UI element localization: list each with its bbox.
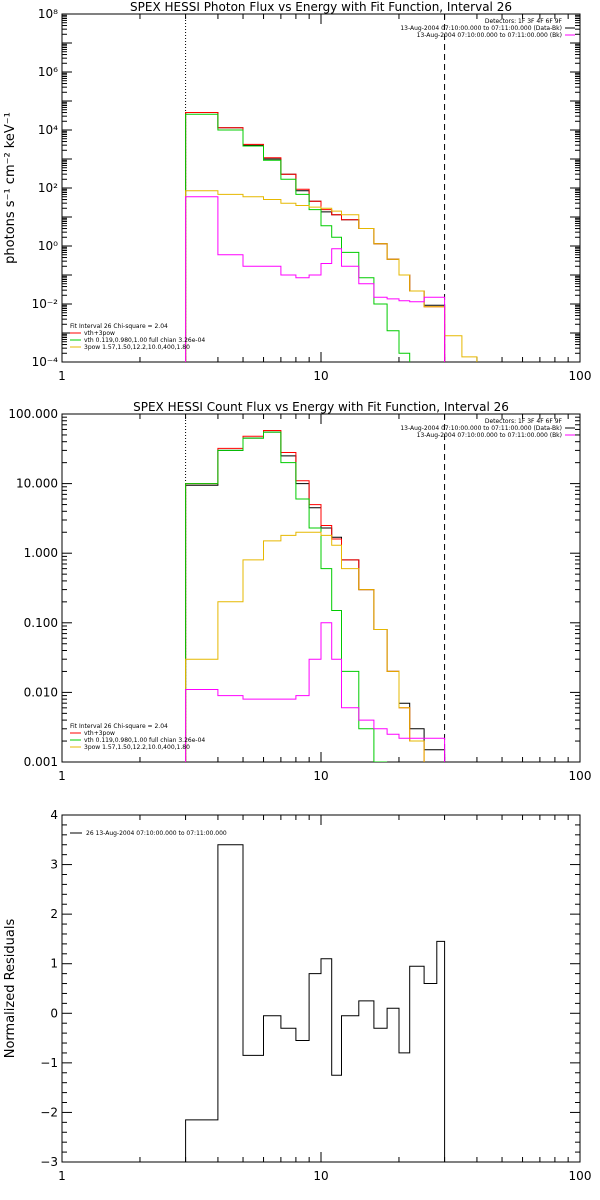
series-line-5 — [185, 196, 446, 362]
y-axis-label: photons s⁻¹ cm⁻² keV⁻¹ — [3, 112, 18, 264]
series-line-4 — [185, 190, 478, 362]
legend-entry: 3pow 1.57,1.50,12.2,10.0,400,1.80 — [84, 344, 190, 351]
legend-top-left: 26 13-Aug-2004 07:10:00.000 to 07:11:00.… — [70, 830, 227, 837]
series-line-1 — [185, 112, 446, 362]
series-group — [185, 844, 446, 1162]
y-tick-label: 10⁶ — [38, 65, 58, 79]
series-line-3 — [185, 113, 411, 362]
y-tick-label: 0.100 — [24, 616, 58, 630]
y-tick-label: 2 — [50, 907, 58, 921]
legend-entry: Detectors: 1F 3F 4F 6F 9F — [485, 18, 563, 25]
plot-frame — [61, 13, 581, 363]
x-tick-label: 1 — [58, 769, 66, 783]
x-tick-label: 100 — [569, 769, 592, 783]
series-line-3 — [185, 431, 388, 762]
series-line-1 — [185, 431, 446, 762]
legend-entry: 3pow 1.57,1.50,12.2,10.0,400,1.80 — [84, 744, 190, 751]
chart-title: SPEX HESSI Count Flux vs Energy with Fit… — [133, 400, 509, 414]
x-tick-label: 10 — [313, 1169, 328, 1183]
series-group — [185, 430, 446, 762]
y-tick-label: 0.001 — [24, 755, 58, 769]
y-tick-label: −2 — [40, 1105, 58, 1119]
panel-1: SPEX HESSI Photon Flux vs Energy with Fi… — [3, 0, 591, 383]
series-line-2 — [185, 112, 446, 362]
y-tick-label: 4 — [50, 808, 58, 822]
y-tick-label: 10⁴ — [38, 123, 58, 137]
panel-3: 1 10 100 −3 −2 −1 0 1 2 3 4 Normalized Residuals 26 … — [3, 808, 591, 1183]
panel-2: SPEX HESSI Count Flux vs Energy with Fit… — [8, 400, 591, 783]
legend-bottom-left: Fit Interval 26 Chi-square = 2.04vth+3po… — [70, 723, 205, 751]
x-tick-label: 10 — [313, 369, 328, 383]
y-tick-label: 10² — [38, 181, 58, 195]
series-line-1 — [185, 844, 446, 1162]
legend-entry: 26 13-Aug-2004 07:10:00.000 to 07:11:00.… — [86, 830, 227, 837]
chart-title: SPEX HESSI Photon Flux vs Energy with Fi… — [130, 0, 512, 14]
x-tick-label: 1 — [58, 1169, 66, 1183]
y-tick-label: 0 — [50, 1006, 58, 1020]
y-tick-label: 10⁻⁴ — [32, 355, 59, 369]
y-tick-label: 100.000 — [8, 407, 58, 421]
y-tick-label: 1 — [50, 957, 58, 971]
legend-entry: vth+3pow — [84, 730, 115, 737]
legend-entry: vth 0.119,0.980,1.00 full chian 3.26e-04 — [84, 337, 205, 344]
legend-entry: 13-Aug-2004 07:10:00.000 to 07:11:00.000… — [400, 425, 562, 432]
x-tick-label: 100 — [569, 1169, 592, 1183]
y-tick-label: 10.000 — [16, 477, 58, 491]
legend-entry: 13-Aug-2004 07:10:00.000 to 07:11:00.000… — [400, 25, 562, 32]
y-tick-label: 10⁰ — [38, 239, 58, 253]
series-line-2 — [185, 430, 425, 762]
plot-frame — [61, 413, 581, 763]
y-tick-label: 10⁸ — [38, 7, 58, 21]
x-tick-label: 100 — [569, 369, 592, 383]
legend-entry: Fit Interval 26 Chi-square = 2.04 — [70, 323, 168, 330]
legend-entry: 13-Aug-2004 07:10:00.000 to 07:11:00.000… — [417, 32, 562, 39]
y-tick-label: 1.000 — [24, 546, 58, 560]
plot-frame — [61, 814, 581, 1163]
series-group — [185, 112, 478, 362]
x-tick-label: 1 — [58, 369, 66, 383]
y-tick-label: −3 — [40, 1155, 58, 1169]
legend-entry: Fit Interval 26 Chi-square = 2.04 — [70, 723, 168, 730]
series-line-5 — [185, 622, 446, 762]
series-line-4 — [185, 531, 425, 762]
y-tick-label: 0.010 — [24, 685, 58, 699]
legend-entry: vth+3pow — [84, 330, 115, 337]
legend-bottom-left: Fit Interval 26 Chi-square = 2.04vth+3po… — [70, 323, 205, 351]
x-tick-label: 10 — [313, 769, 328, 783]
y-axis-label: Normalized Residuals — [3, 919, 18, 1059]
legend-entry: vth 0.119,0.980,1.00 full chian 3.26e-04 — [84, 737, 205, 744]
y-tick-label: 3 — [50, 858, 58, 872]
legend-entry: Detectors: 1F 3F 4F 6F 9F — [485, 418, 563, 425]
y-tick-label: 10⁻² — [32, 297, 59, 311]
y-tick-label: −1 — [40, 1056, 58, 1070]
legend-entry: 13-Aug-2004 07:10:00.000 to 07:11:00.000… — [417, 432, 562, 439]
